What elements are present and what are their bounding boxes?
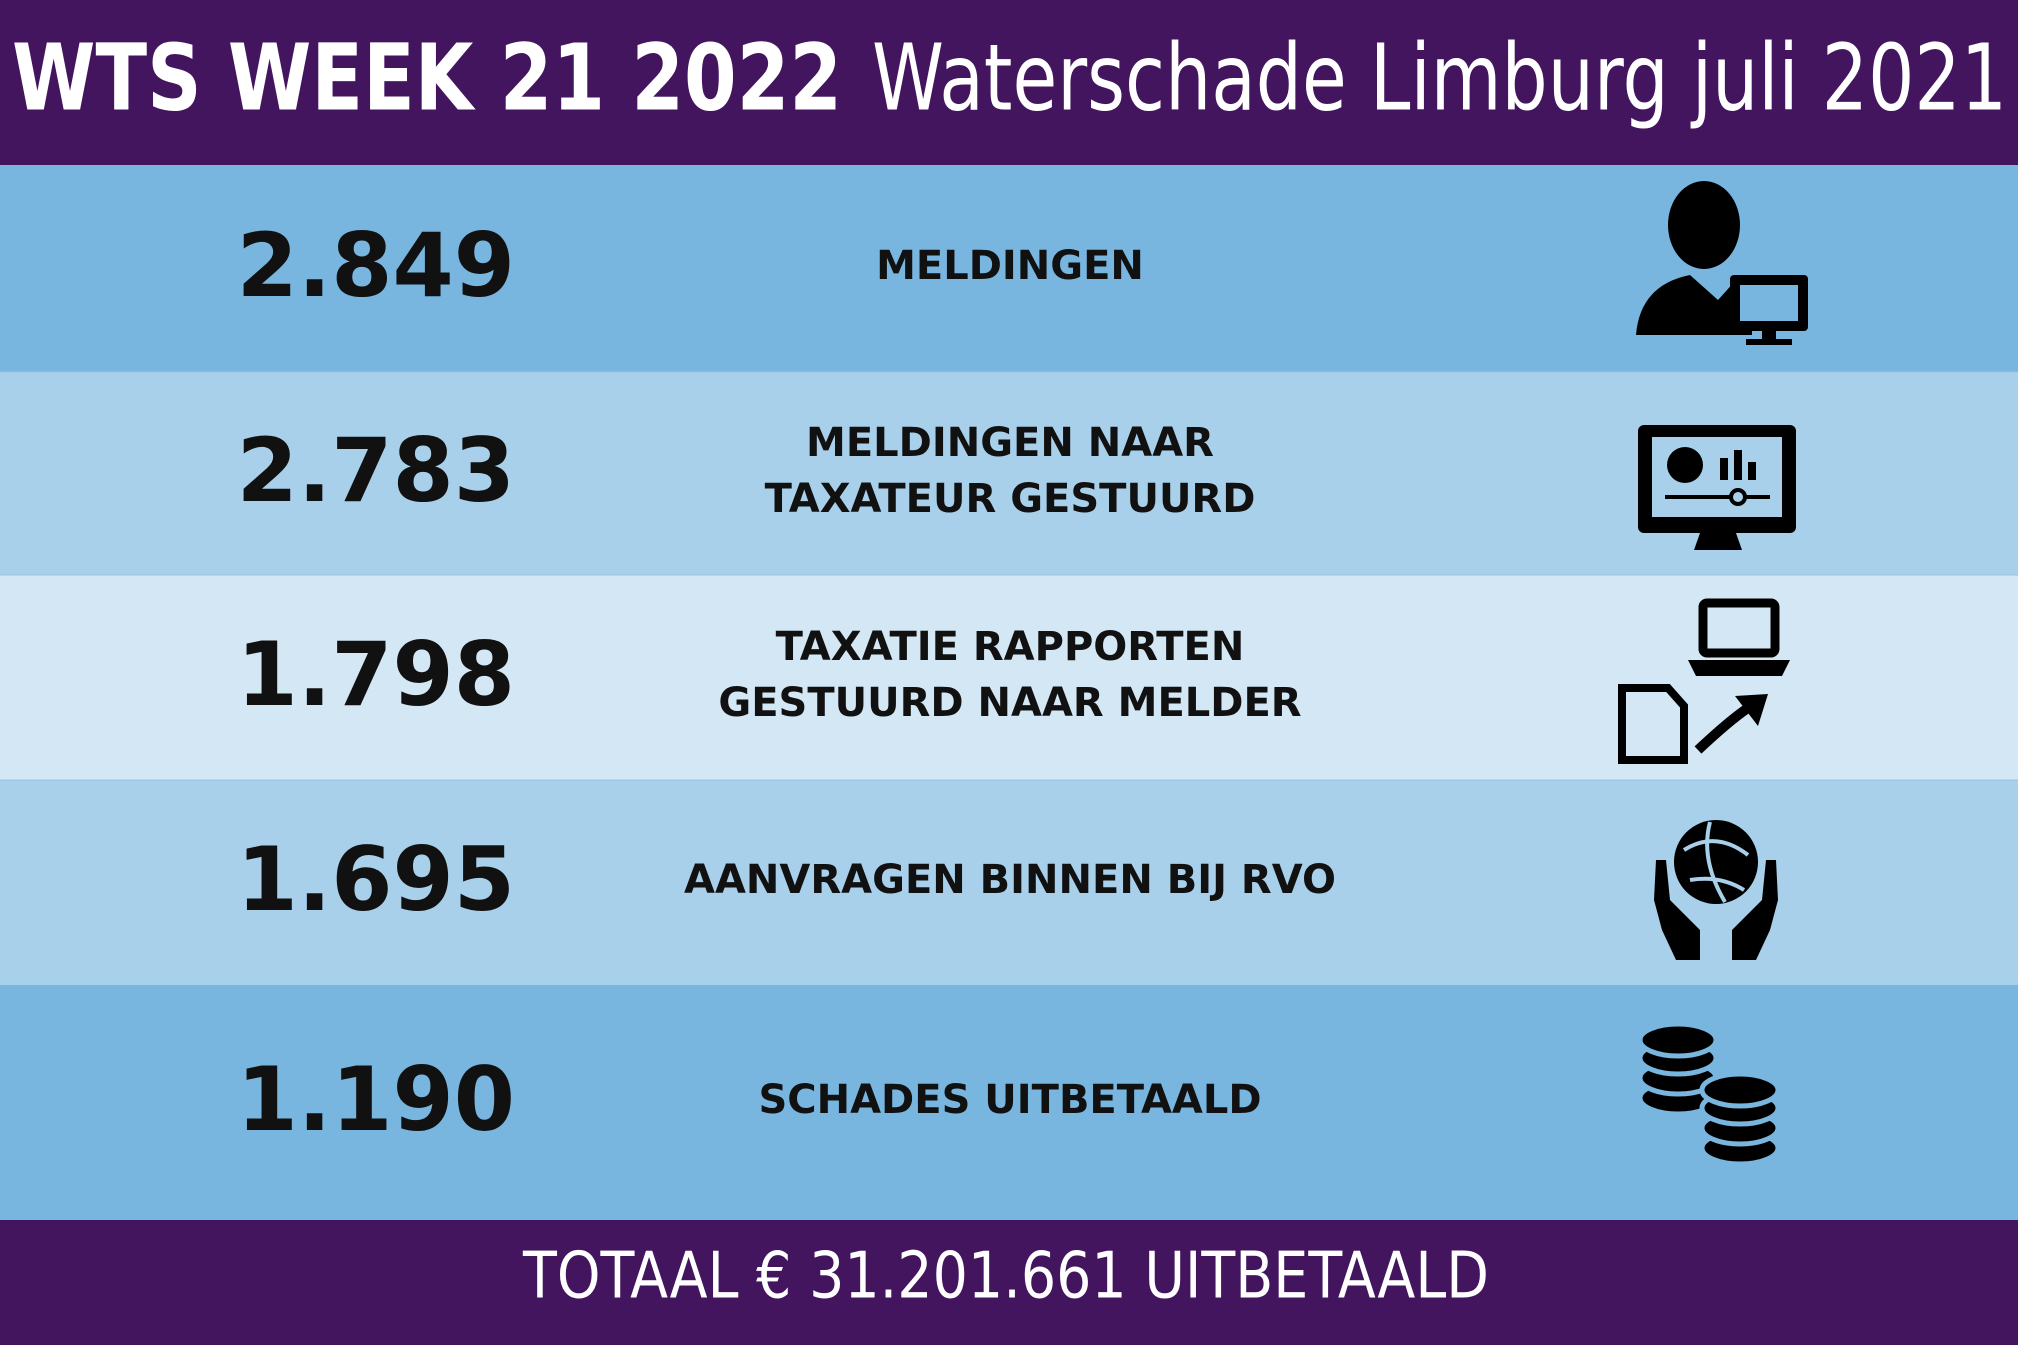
row-value: 2.849: [237, 214, 515, 317]
footer-band: [0, 1220, 2018, 1345]
row-label: TAXATIE RAPPORTEN: [776, 624, 1245, 670]
row-value: 1.695: [237, 828, 515, 931]
row-value: 1.190: [237, 1048, 515, 1151]
header-title: Waterschade Limburg juli 2021: [872, 24, 2007, 131]
row-label: SCHADES UITBETAALD: [758, 1077, 1261, 1123]
icon-helpdesk: [1636, 181, 1808, 345]
footer-total: TOTAAL € 31.201.661 UITBETAALD: [522, 1240, 1489, 1314]
row-value: 2.783: [237, 419, 515, 522]
header-band: [0, 0, 2018, 165]
row-label: GESTUURD NAAR MELDER: [718, 680, 1301, 726]
row-value: 1.798: [237, 623, 515, 726]
icon-send-report: [1618, 598, 1790, 764]
header-title-bold: WTS WEEK 21 2022: [12, 24, 842, 131]
icon-globe-hands: [1654, 820, 1778, 960]
row-label: MELDINGEN: [876, 243, 1144, 289]
row-label: MELDINGEN NAAR: [806, 420, 1214, 466]
row-label: AANVRAGEN BINNEN BIJ RVO: [684, 857, 1336, 903]
icon-coins: [1637, 1021, 1781, 1167]
row-label: TAXATEUR GESTUURD: [765, 476, 1256, 522]
icon-dashboard: [1638, 425, 1796, 550]
